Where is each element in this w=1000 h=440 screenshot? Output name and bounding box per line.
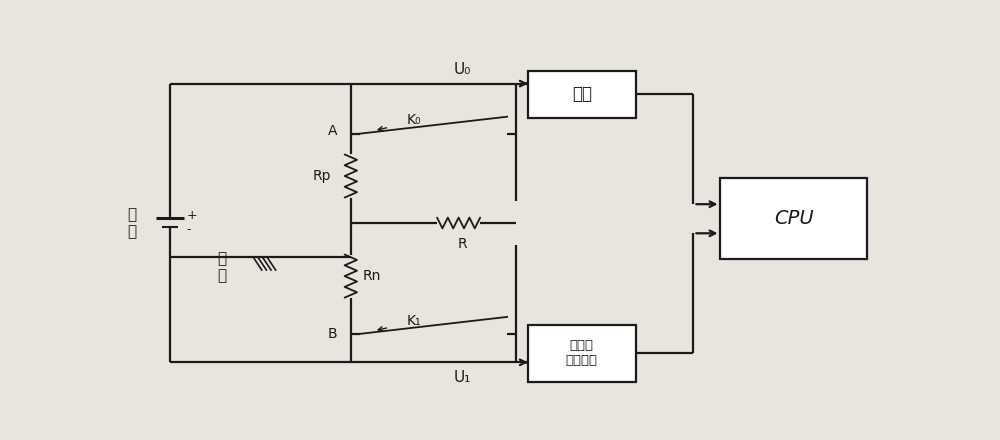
- Text: K₁: K₁: [406, 314, 421, 328]
- Bar: [720, 178, 867, 259]
- Text: 降压: 降压: [572, 85, 592, 103]
- Text: 底
盘: 底 盘: [217, 251, 226, 283]
- Bar: [528, 70, 636, 118]
- Text: Rn: Rn: [362, 269, 381, 283]
- Text: 转换极
性、降压: 转换极 性、降压: [566, 340, 598, 367]
- Text: Rp: Rp: [313, 169, 332, 183]
- Text: B: B: [328, 327, 338, 341]
- Text: U₀: U₀: [454, 62, 471, 77]
- Text: +: +: [187, 209, 197, 222]
- Text: K₀: K₀: [406, 114, 421, 128]
- Bar: [528, 325, 636, 382]
- Text: R: R: [458, 237, 467, 251]
- Text: -: -: [187, 223, 191, 236]
- Text: CPU: CPU: [774, 209, 813, 228]
- Text: 电
池: 电 池: [128, 207, 137, 239]
- Text: A: A: [328, 124, 338, 138]
- Text: U₁: U₁: [454, 370, 471, 385]
